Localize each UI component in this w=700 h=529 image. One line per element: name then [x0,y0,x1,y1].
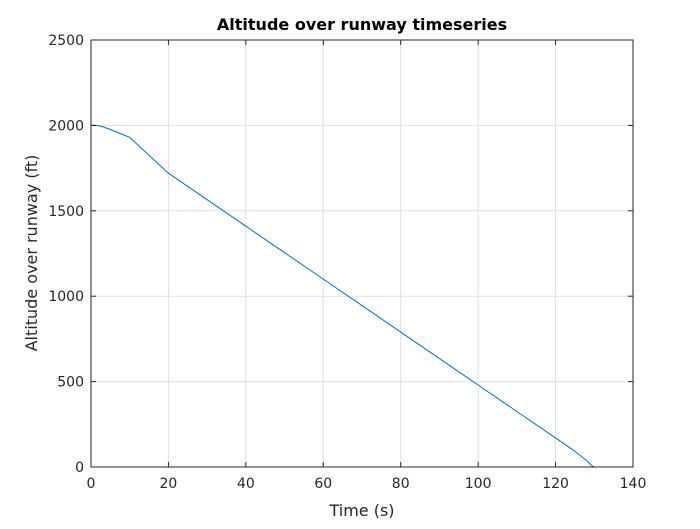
y-tick-label: 2000 [48,118,84,134]
plot-frame [90,39,634,468]
y-tick-label: 2500 [48,33,84,49]
tick-layer: 0 20 40 60 80 100 120 140 0 500 1000 1500 2000 2500 [48,33,646,492]
x-axis-label: Time (s) [328,501,394,520]
x-tick-label: 80 [392,476,410,492]
x-tick-label: 60 [314,476,332,492]
grid-layer [91,40,633,467]
x-tick-label: 0 [87,476,96,492]
y-tick-label: 500 [57,375,84,391]
y-tick-label: 1500 [48,204,84,220]
altitude-series-line [91,124,595,468]
x-tick-label: 40 [237,476,255,492]
y-tick-label: 0 [75,460,84,476]
y-axis-label: Altitude over runway (ft) [22,155,41,352]
x-tick-label: 140 [620,476,647,492]
y-tick-label: 1000 [48,289,84,305]
x-tick-label: 20 [160,476,178,492]
series-layer [91,124,595,468]
x-tick-label: 100 [465,476,492,492]
x-tick-label: 120 [542,476,569,492]
chart-title: Altitude over runway timeseries [217,15,507,34]
